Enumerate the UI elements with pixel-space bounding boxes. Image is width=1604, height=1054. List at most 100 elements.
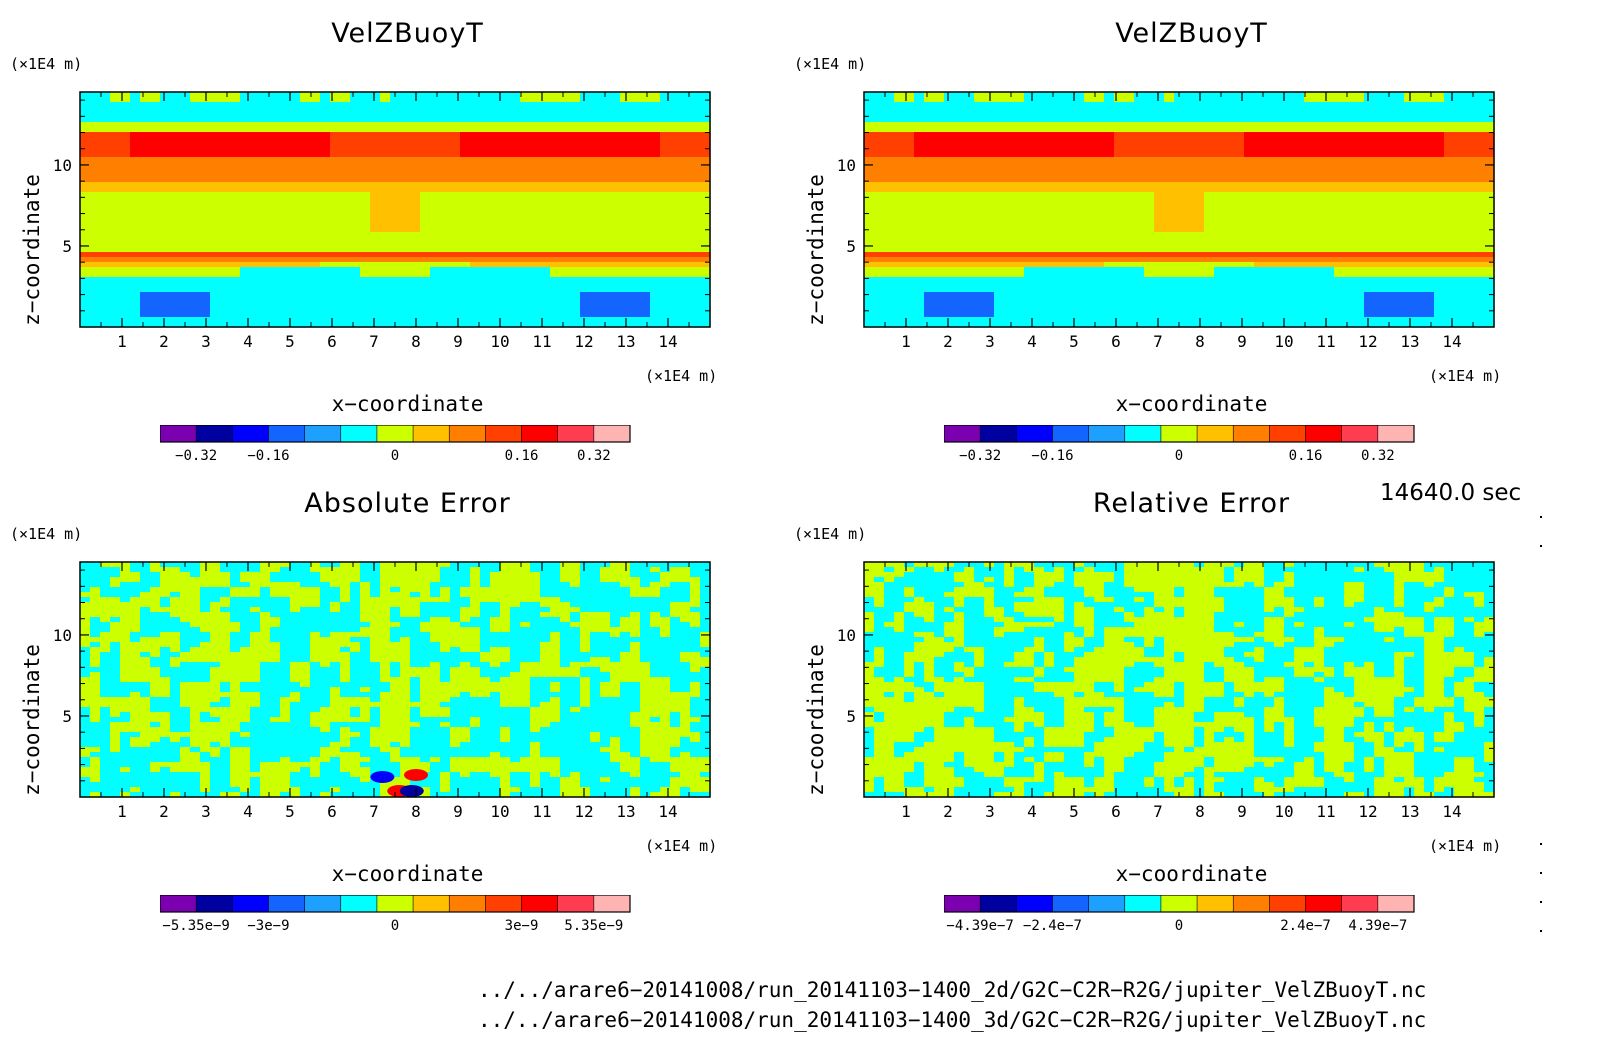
contour-cell — [80, 157, 91, 163]
contour-cell — [1234, 92, 1245, 98]
contour-cell — [570, 162, 581, 168]
contour-cell — [1464, 152, 1475, 158]
contour-cell — [904, 122, 915, 128]
contour-cell — [1004, 222, 1015, 228]
contour-cell — [100, 237, 111, 243]
contour-cell — [600, 262, 611, 268]
contour-cell — [1384, 107, 1395, 113]
contour-cell — [1214, 132, 1225, 138]
contour-cell — [330, 262, 341, 268]
contour-cell — [1134, 162, 1145, 168]
contour-cell — [350, 132, 361, 138]
contour-cell — [690, 307, 701, 313]
contour-cell — [864, 177, 875, 183]
contour-cell — [590, 137, 601, 143]
contour-cell — [380, 107, 391, 113]
contour-cell — [240, 197, 251, 203]
contour-cell — [340, 297, 351, 303]
contour-cell — [994, 102, 1005, 108]
contour-cell — [250, 212, 261, 218]
contour-cell — [90, 162, 101, 168]
contour-cell — [590, 252, 601, 258]
contour-cell — [1274, 202, 1285, 208]
contour-cell — [610, 212, 621, 218]
contour-cell — [520, 192, 531, 198]
contour-cell — [220, 97, 231, 103]
contour-cell — [420, 157, 431, 163]
contour-cell — [240, 262, 251, 268]
contour-cell — [964, 147, 975, 153]
contour-cell — [220, 112, 231, 118]
contour-cell — [110, 102, 121, 108]
contour-cell — [440, 262, 451, 268]
contour-cell — [150, 127, 161, 133]
contour-cell — [160, 307, 171, 313]
contour-cell — [680, 142, 691, 148]
contour-cell — [1364, 127, 1375, 133]
contour-cell — [140, 222, 151, 228]
contour-cell — [1404, 157, 1415, 163]
contour-cell — [410, 132, 421, 138]
contour-cell — [550, 322, 561, 328]
contour-cell — [260, 292, 271, 298]
contour-cell — [270, 267, 281, 273]
contour-cell — [1294, 177, 1305, 183]
contour-cell — [310, 312, 321, 318]
contour-cell — [200, 102, 211, 108]
contour-cell — [420, 297, 431, 303]
contour-cell — [540, 302, 551, 308]
contour-cell — [984, 237, 995, 243]
contour-cell — [220, 102, 231, 108]
contour-cell — [580, 92, 591, 98]
contour-cell — [680, 217, 691, 223]
contour-cell — [1194, 237, 1205, 243]
contour-cell — [240, 157, 251, 163]
contour-cell — [1354, 237, 1365, 243]
contour-cell — [300, 247, 311, 253]
contour-cell — [670, 137, 681, 143]
contour-cell — [620, 147, 631, 153]
contour-cell — [984, 177, 995, 183]
contour-cell — [620, 287, 631, 293]
contour-cell — [864, 217, 875, 223]
contour-cell — [370, 212, 381, 218]
contour-cell — [390, 297, 401, 303]
contour-cell — [1224, 162, 1235, 168]
contour-cell — [530, 137, 541, 143]
contour-cell — [600, 187, 611, 193]
contour-cell — [580, 217, 591, 223]
contour-cell — [1304, 137, 1315, 143]
contour-cell — [210, 107, 221, 113]
contour-cell — [1264, 122, 1275, 128]
contour-cell — [530, 102, 541, 108]
contour-cell — [934, 227, 945, 233]
contour-cell — [410, 177, 421, 183]
contour-cell — [200, 97, 211, 103]
contour-cell — [360, 187, 371, 193]
contour-cell — [250, 117, 261, 123]
contour-cell — [150, 97, 161, 103]
contour-cell — [650, 147, 661, 153]
contour-cell — [250, 142, 261, 148]
contour-cell — [240, 287, 251, 293]
contour-cell — [1084, 142, 1095, 148]
contour-cell — [660, 272, 671, 278]
contour-cell — [1394, 212, 1405, 218]
contour-cell — [670, 227, 681, 233]
contour-cell — [640, 202, 651, 208]
contour-cell — [934, 112, 945, 118]
contour-cell — [994, 92, 1005, 98]
contour-cell — [480, 232, 491, 238]
contour-cell — [570, 322, 581, 328]
contour-cell — [964, 182, 975, 188]
contour-cell — [610, 127, 621, 133]
contour-cell — [210, 202, 221, 208]
contour-cell — [230, 247, 241, 253]
contour-cell — [560, 152, 571, 158]
contour-cell — [150, 317, 161, 323]
contour-cell — [620, 152, 631, 158]
contour-cell — [610, 317, 621, 323]
contour-cell — [490, 142, 501, 148]
contour-cell — [540, 142, 551, 148]
x-tick-label: 8 — [411, 332, 421, 351]
